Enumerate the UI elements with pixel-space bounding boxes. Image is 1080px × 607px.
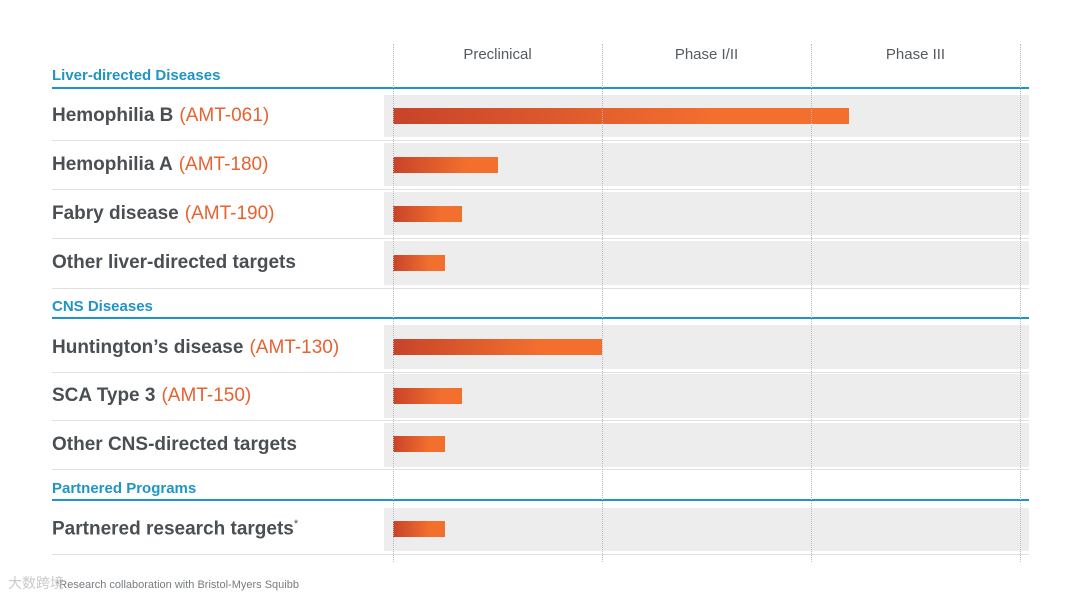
disease-name: Fabry disease [52, 203, 179, 224]
watermark: 大数跨境 [8, 575, 64, 591]
gridline [602, 44, 603, 562]
row-separator [52, 469, 1029, 470]
row-label: Huntington’s disease (AMT-130) [52, 337, 339, 359]
program-code: (AMT-180) [178, 154, 269, 175]
program-code: (AMT-061) [179, 105, 270, 126]
program-code: (AMT-150) [161, 385, 252, 406]
row-background [384, 374, 1029, 418]
disease-name: Partnered research targets [52, 518, 294, 540]
bar-fabry-disease [393, 206, 462, 222]
phase-header-preclinical: Preclinical [463, 46, 532, 63]
disease-name: SCA Type 3 [52, 385, 156, 406]
bar-huntingtons-disease [393, 339, 602, 355]
disease-name: Other CNS-directed targets [52, 434, 297, 455]
disease-name: Other liver-directed targets [52, 252, 296, 273]
row-label: Hemophilia A (AMT-180) [52, 154, 268, 176]
row-label: Partnered research targets* [52, 518, 298, 540]
row-background [384, 192, 1029, 235]
section-title-liver: Liver-directed Diseases [52, 67, 221, 84]
section-rule-cns [52, 317, 1029, 319]
row-label: Other liver-directed targets [52, 252, 296, 274]
row-separator [52, 288, 1029, 289]
row-separator [52, 140, 1029, 141]
row-background [384, 241, 1029, 285]
bar-sca-type-3 [393, 388, 462, 404]
bar-partnered-research-targets [393, 521, 445, 537]
row-separator [52, 420, 1029, 421]
row-label: SCA Type 3 (AMT-150) [52, 385, 251, 407]
row-label: Fabry disease (AMT-190) [52, 203, 275, 225]
footnote: *Research collaboration with Bristol-Mye… [55, 579, 299, 591]
disease-name: Hemophilia B [52, 105, 174, 126]
row-background [384, 508, 1029, 551]
row-separator [52, 238, 1029, 239]
gridline [1020, 44, 1021, 562]
gridline [811, 44, 812, 562]
bar-other-liver-targets [393, 255, 445, 271]
program-code: (AMT-190) [184, 203, 275, 224]
row-label: Other CNS-directed targets [52, 434, 297, 456]
row-separator [52, 554, 1029, 555]
row-background [384, 423, 1029, 467]
disease-name: Hemophilia A [52, 154, 173, 175]
section-title-partnered: Partnered Programs [52, 480, 197, 497]
row-separator [52, 189, 1029, 190]
bar-hemophilia-b [393, 108, 849, 124]
program-code: (AMT-130) [249, 337, 340, 358]
footnote-marker: * [293, 518, 299, 530]
disease-name: Huntington’s disease [52, 337, 244, 358]
bar-other-cns-targets [393, 436, 445, 452]
section-rule-liver [52, 87, 1029, 89]
row-separator [52, 372, 1029, 373]
row-label: Hemophilia B (AMT-061) [52, 105, 269, 127]
section-rule-partnered [52, 499, 1029, 501]
bar-hemophilia-a [393, 157, 498, 173]
gridline [393, 44, 394, 562]
section-title-cns: CNS Diseases [52, 298, 153, 315]
phase-header-phase-1-2: Phase I/II [674, 46, 739, 63]
phase-header-phase-3: Phase III [885, 46, 946, 63]
